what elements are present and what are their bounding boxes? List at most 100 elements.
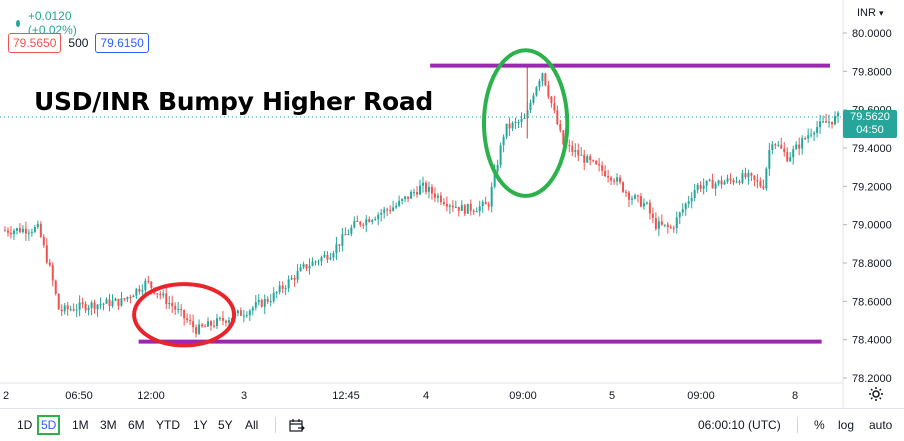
candle-body <box>186 318 189 321</box>
range-1d-button[interactable]: 1D <box>17 418 33 432</box>
candle-body <box>430 187 433 194</box>
candle-body <box>460 205 463 211</box>
candle-body <box>257 300 260 303</box>
candle-body <box>84 303 87 311</box>
candle-body <box>39 223 42 237</box>
candle-body <box>433 193 436 198</box>
candle-body <box>768 149 771 169</box>
red-highlight-circle[interactable] <box>132 282 237 348</box>
candle-body <box>293 277 296 280</box>
range-6m-button[interactable]: 6M <box>128 418 145 432</box>
range-1m-button[interactable]: 1M <box>72 418 89 432</box>
utc-clock[interactable]: 06:00:10 (UTC) <box>698 418 781 432</box>
price-tick-label: 78.4000 <box>852 335 892 347</box>
sell-button[interactable]: 79.5650 <box>8 33 62 53</box>
range-5y-button[interactable]: 5Y <box>218 418 233 432</box>
candle-body <box>245 315 248 317</box>
log-toggle[interactable]: log <box>838 418 855 432</box>
candle-body <box>311 261 314 266</box>
candle-body <box>419 185 422 195</box>
candle-body <box>99 304 102 306</box>
candle-body <box>317 261 320 263</box>
range-1y-button[interactable]: 1Y <box>193 418 208 432</box>
candle-body <box>496 164 499 172</box>
candle-body <box>392 207 395 211</box>
price-tick-label: 80.0000 <box>852 28 892 40</box>
chart-svg[interactable]: 80.000079.800079.600079.400079.200079.00… <box>0 0 904 408</box>
candle-body <box>732 179 735 183</box>
candle-body <box>738 181 741 183</box>
candle-body <box>314 261 317 263</box>
candle-body <box>669 226 672 228</box>
auto-toggle[interactable]: auto <box>869 418 893 432</box>
green-highlight-circle[interactable] <box>481 48 570 198</box>
candle-body <box>69 309 72 311</box>
candle-body <box>323 254 326 258</box>
candle-body <box>30 231 33 233</box>
candle-body <box>305 264 308 269</box>
candle-body <box>595 160 598 165</box>
candle-body <box>604 170 607 177</box>
candle-body <box>571 145 574 152</box>
buy-button[interactable]: 79.6150 <box>95 33 149 53</box>
candle-body <box>18 228 21 233</box>
candle-body <box>747 173 750 178</box>
chart-title: USD/INR Bumpy Higher Road <box>34 87 434 116</box>
candle-body <box>87 307 90 311</box>
range-all-button[interactable]: All <box>245 418 259 432</box>
candle-body <box>299 267 302 272</box>
candle-body <box>801 138 804 149</box>
toolbar-divider <box>275 417 276 433</box>
percent-toggle[interactable]: % <box>814 418 825 432</box>
candle-body <box>466 203 469 214</box>
candle-body <box>362 224 365 226</box>
candle-body <box>96 304 99 310</box>
candle-body <box>771 144 774 150</box>
candle-body <box>663 224 666 226</box>
range-5d-button[interactable]: 5D <box>37 415 61 435</box>
calendar-icon[interactable] <box>289 419 305 433</box>
range-ytd-button[interactable]: YTD <box>156 418 180 432</box>
spread-value: 500 <box>68 36 89 50</box>
bar-countdown: 04:50 <box>856 124 884 136</box>
time-axis[interactable]: 2 06:50 12:00 3 12:45 4 09:00 5 09:00 8 <box>0 382 843 402</box>
candle-body <box>57 293 60 310</box>
candle-body <box>574 150 577 152</box>
candle-body <box>622 182 625 192</box>
price-axis[interactable]: 80.000079.800079.600079.400079.200079.00… <box>842 0 892 408</box>
settings-gear-icon[interactable] <box>866 384 886 404</box>
candle-body <box>616 177 619 182</box>
candle-body <box>819 121 822 128</box>
currency-selector[interactable]: INR ▾ <box>857 7 883 19</box>
candle-body <box>9 232 12 235</box>
candle-body <box>834 116 837 125</box>
candle-body <box>266 299 269 302</box>
candle-body <box>672 227 675 229</box>
candle-body <box>389 210 392 212</box>
candle-body <box>254 302 257 308</box>
candle-body <box>260 300 263 307</box>
candle-body <box>227 320 230 323</box>
candle-body <box>72 309 75 311</box>
candle-body <box>657 221 660 229</box>
candle-body <box>463 205 466 214</box>
candle-body <box>189 320 192 322</box>
candle-body <box>368 219 371 222</box>
candle-body <box>198 324 201 334</box>
candle-body <box>12 230 15 235</box>
range-3m-button[interactable]: 3M <box>100 418 117 432</box>
candle-body <box>90 302 93 308</box>
candle-body <box>218 317 221 319</box>
candle-body <box>263 299 266 307</box>
candle-body <box>36 223 39 228</box>
candle-body <box>535 87 538 96</box>
candle-body <box>592 160 595 162</box>
candle-body <box>156 293 159 295</box>
candle-body <box>774 144 777 146</box>
candle-body <box>416 192 419 195</box>
candle-body <box>448 205 451 207</box>
candle-body <box>332 253 335 258</box>
candle-body <box>114 298 117 301</box>
candle-body <box>135 288 138 296</box>
